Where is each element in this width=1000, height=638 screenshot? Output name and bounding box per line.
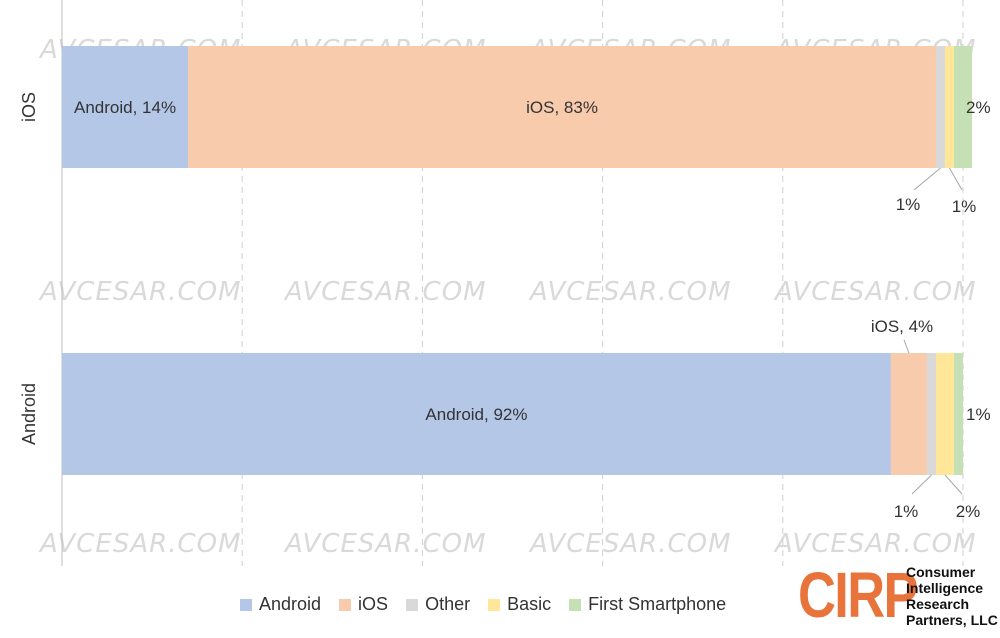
legend-item: iOS [339,594,388,615]
bars [62,46,973,475]
logo-text: Consumer Intelligence Research Partners,… [906,564,998,628]
data-label: 1% [966,405,991,424]
bar-segment-other [926,353,936,475]
logo-mark: CIRP [798,559,918,631]
bar-segment-other [935,46,945,168]
label-leader-line [944,474,963,495]
legend-label: iOS [358,594,389,614]
legend: Android iOS Other Basic First Smartphone [240,594,744,615]
data-labels: Android, 14% iOS, 83% 2% 1% 1% Android, 92% iO… [74,98,991,521]
category-label: Android [19,383,39,445]
data-label: iOS, 4% [871,317,933,336]
bar-segment-android [62,46,189,168]
data-label: Android, 92% [425,405,527,424]
watermark-text: AVCESAR.COM [773,277,977,307]
legend-swatch [406,598,419,611]
watermark-text: AVCESAR.COM [528,277,732,307]
watermark-text: AVCESAR.COM [38,529,242,559]
watermark-layer: AVCESAR.COM AVCESAR.COM AVCESAR.COM AVCESAR… [38,35,977,559]
data-label: 1% [894,502,919,521]
watermark-text: AVCESAR.COM [283,277,487,307]
legend-item: Android [240,594,321,615]
legend-swatch [488,598,501,611]
legend-swatch [240,598,252,611]
logo-line-2: Intelligence [906,580,984,596]
legend-swatch [339,598,352,611]
legend-label: First Smartphone [588,594,727,614]
bar-segment-basic [935,353,954,475]
logo-line-3: Research [906,596,970,612]
bar-segment-first-smartphone [953,46,973,168]
data-label: 1% [952,197,977,216]
label-leader-line [913,167,941,191]
logo-line-4: Partners, LLC [906,612,998,628]
data-label: Android, 14% [74,98,176,117]
bar-segment-first-smartphone [953,353,963,475]
watermark-text: AVCESAR.COM [283,529,487,559]
bar-segment-ios [188,46,936,168]
data-label: 2% [956,502,981,521]
bar-segment-android [62,353,891,475]
data-label: iOS, 83% [526,98,598,117]
legend-item: First Smartphone [569,594,726,615]
legend-swatch [569,598,582,611]
logo-line-1: Consumer [906,564,976,580]
legend-item: Other [406,594,470,615]
watermark-text: AVCESAR.COM [38,277,242,307]
category-labels: iOS Android [19,92,39,445]
bar-segment-ios [890,353,927,475]
legend-label: Android [259,594,322,614]
data-label: 1% [896,195,921,214]
category-label: iOS [19,92,39,122]
legend-item: Basic [488,594,551,615]
watermark-text: AVCESAR.COM [773,529,977,559]
watermark-text: AVCESAR.COM [528,529,732,559]
bar-segment-basic [944,46,954,168]
legend-label: Basic [507,594,552,614]
cirp-logo: CIRP Consumer Intelligence Research Part… [798,562,998,634]
label-leader-line [903,339,910,354]
legend-label: Other [425,594,471,614]
label-leader-line [949,167,963,191]
stacked-bar-chart: AVCESAR.COM AVCESAR.COM AVCESAR.COM AVCESAR… [19,0,991,566]
data-label: 2% [966,98,991,117]
label-leader-line [911,474,932,495]
